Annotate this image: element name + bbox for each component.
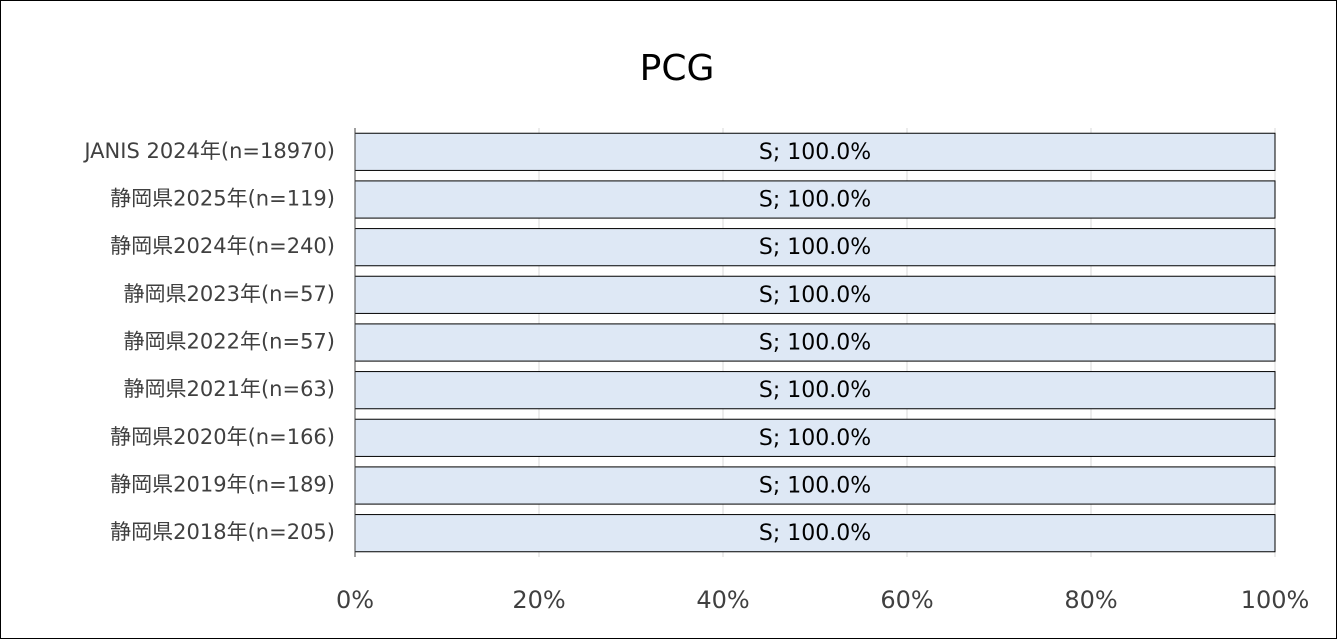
y-tick-label: 静岡県2024年(n=240)	[110, 234, 335, 258]
y-tick-label: JANIS 2024年(n=18970)	[82, 139, 335, 163]
x-tick-label: 20%	[512, 586, 565, 614]
x-tick-label: 60%	[880, 586, 933, 614]
y-tick-label: 静岡県2018年(n=205)	[110, 520, 335, 544]
bar	[354, 514, 1276, 553]
y-tick-label: 静岡県2022年(n=57)	[124, 330, 335, 354]
data-label: S; 100.0%	[759, 235, 871, 260]
data-label: S; 100.0%	[759, 140, 871, 165]
y-tick-label: 静岡県2021年(n=63)	[124, 377, 335, 401]
bar	[354, 418, 1276, 457]
data-label: S; 100.0%	[759, 426, 871, 451]
y-tick-label: 静岡県2019年(n=189)	[110, 473, 335, 497]
data-label: S; 100.0%	[759, 188, 871, 213]
y-tick-label: 静岡県2025年(n=119)	[110, 187, 335, 211]
bar	[354, 180, 1276, 219]
bar	[354, 275, 1276, 314]
y-tick-label: 静岡県2023年(n=57)	[124, 282, 335, 306]
bar	[354, 323, 1276, 362]
data-label: S; 100.0%	[759, 521, 871, 546]
bar	[354, 466, 1276, 505]
data-label: S; 100.0%	[759, 283, 871, 308]
data-label: S; 100.0%	[759, 331, 871, 356]
y-tick-label: 静岡県2020年(n=166)	[110, 425, 335, 449]
x-tick-label: 100%	[1241, 586, 1310, 614]
chart-title: PCG	[640, 48, 715, 89]
bar	[354, 228, 1276, 267]
x-tick-label: 40%	[696, 586, 749, 614]
data-label: S; 100.0%	[759, 378, 871, 403]
x-tick-label: 0%	[336, 586, 374, 614]
data-label: S; 100.0%	[759, 474, 871, 499]
bar	[354, 371, 1276, 410]
x-tick-label: 80%	[1064, 586, 1117, 614]
